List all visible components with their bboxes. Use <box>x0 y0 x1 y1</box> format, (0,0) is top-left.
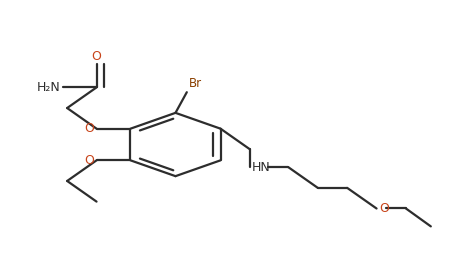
Text: O: O <box>85 122 94 135</box>
Text: Br: Br <box>189 77 202 90</box>
Text: O: O <box>379 202 389 215</box>
Text: O: O <box>91 50 101 63</box>
Text: O: O <box>85 154 94 167</box>
Text: H₂N: H₂N <box>36 81 61 94</box>
Text: HN: HN <box>252 161 271 174</box>
